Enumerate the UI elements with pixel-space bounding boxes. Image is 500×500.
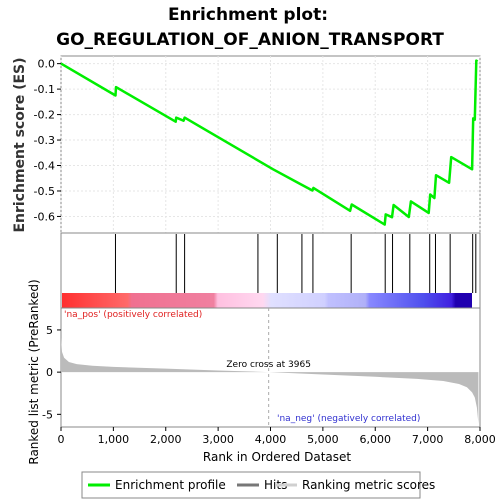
x-tick-label: 0 [58, 433, 65, 446]
legend-label-ranking-metric: Ranking metric scores [302, 478, 435, 492]
legend-label-enrichment-profile: Enrichment profile [115, 478, 226, 492]
metric-y-tick-label: -5 [42, 408, 53, 421]
es-y-tick-label: 0.0 [38, 58, 56, 71]
es-y-tick-label: -0.2 [34, 109, 55, 122]
es-y-tick-label: -0.3 [34, 134, 55, 147]
pos-correlated-label: 'na_pos' (positively correlated) [64, 310, 202, 320]
metric-x-ticks: 0 1,000 2,000 3,000 4,000 5,000 6,000 7,000 8,00… [58, 427, 496, 446]
x-tick-label: 2,000 [150, 433, 182, 446]
es-y-tick-label: -0.4 [34, 160, 55, 173]
x-tick-label: 6,000 [360, 433, 392, 446]
es-y-tick-label: -0.6 [34, 210, 55, 223]
chart-title-line2: GO_REGULATION_OF_ANION_TRANSPORT [56, 30, 444, 50]
x-axis-label: Rank in Ordered Dataset [203, 450, 351, 464]
es-grid [60, 56, 481, 233]
es-y-axis-label: Enrichment score (ES) [12, 57, 28, 232]
x-tick-label: 7,000 [412, 433, 444, 446]
x-tick-label: 4,000 [255, 433, 287, 446]
x-tick-label: 1,000 [98, 433, 130, 446]
hits-panel [60, 232, 481, 309]
x-tick-label: 3,000 [202, 433, 234, 446]
x-tick-label: 5,000 [307, 433, 339, 446]
hit-lines [114, 234, 477, 293]
es-y-ticks: 0.0 -0.1 -0.2 -0.3 -0.4 -0.5 -0.6 [34, 58, 61, 223]
metric-y-tick-label: 5 [46, 324, 53, 337]
x-tick-label: 8,000 [464, 433, 496, 446]
zero-cross-label: Zero cross at 3965 [226, 360, 311, 370]
chart-title-line1: Enrichment plot: [168, 5, 328, 25]
es-y-tick-label: -0.1 [34, 83, 55, 96]
metric-y-tick-label: 0 [46, 366, 53, 379]
metric-y-axis-label: Ranked list metric (PreRanked) [27, 279, 41, 464]
metric-panel: Zero cross at 3965 'na_pos' (positively … [42, 307, 496, 446]
legend: Enrichment profile Hits Ranking metric s… [81, 471, 435, 499]
enrichment-profile-line [60, 59, 479, 226]
es-y-tick-label: -0.5 [34, 185, 55, 198]
es-panel: 0.0 -0.1 -0.2 -0.3 -0.4 -0.5 -0.6 [34, 55, 481, 234]
metric-y-ticks: 5 0 -5 [42, 324, 61, 421]
rank-color-bar [62, 293, 472, 308]
neg-correlated-label: 'na_neg' (negatively correlated) [277, 414, 420, 424]
